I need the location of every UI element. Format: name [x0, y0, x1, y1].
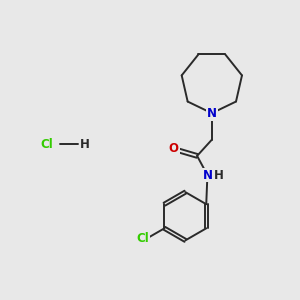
Text: H: H — [80, 138, 90, 151]
Text: N: N — [203, 169, 213, 182]
Text: N: N — [207, 107, 217, 120]
Text: H: H — [214, 169, 224, 182]
Text: Cl: Cl — [40, 138, 53, 151]
Text: Cl: Cl — [137, 232, 149, 245]
Text: O: O — [169, 142, 178, 155]
